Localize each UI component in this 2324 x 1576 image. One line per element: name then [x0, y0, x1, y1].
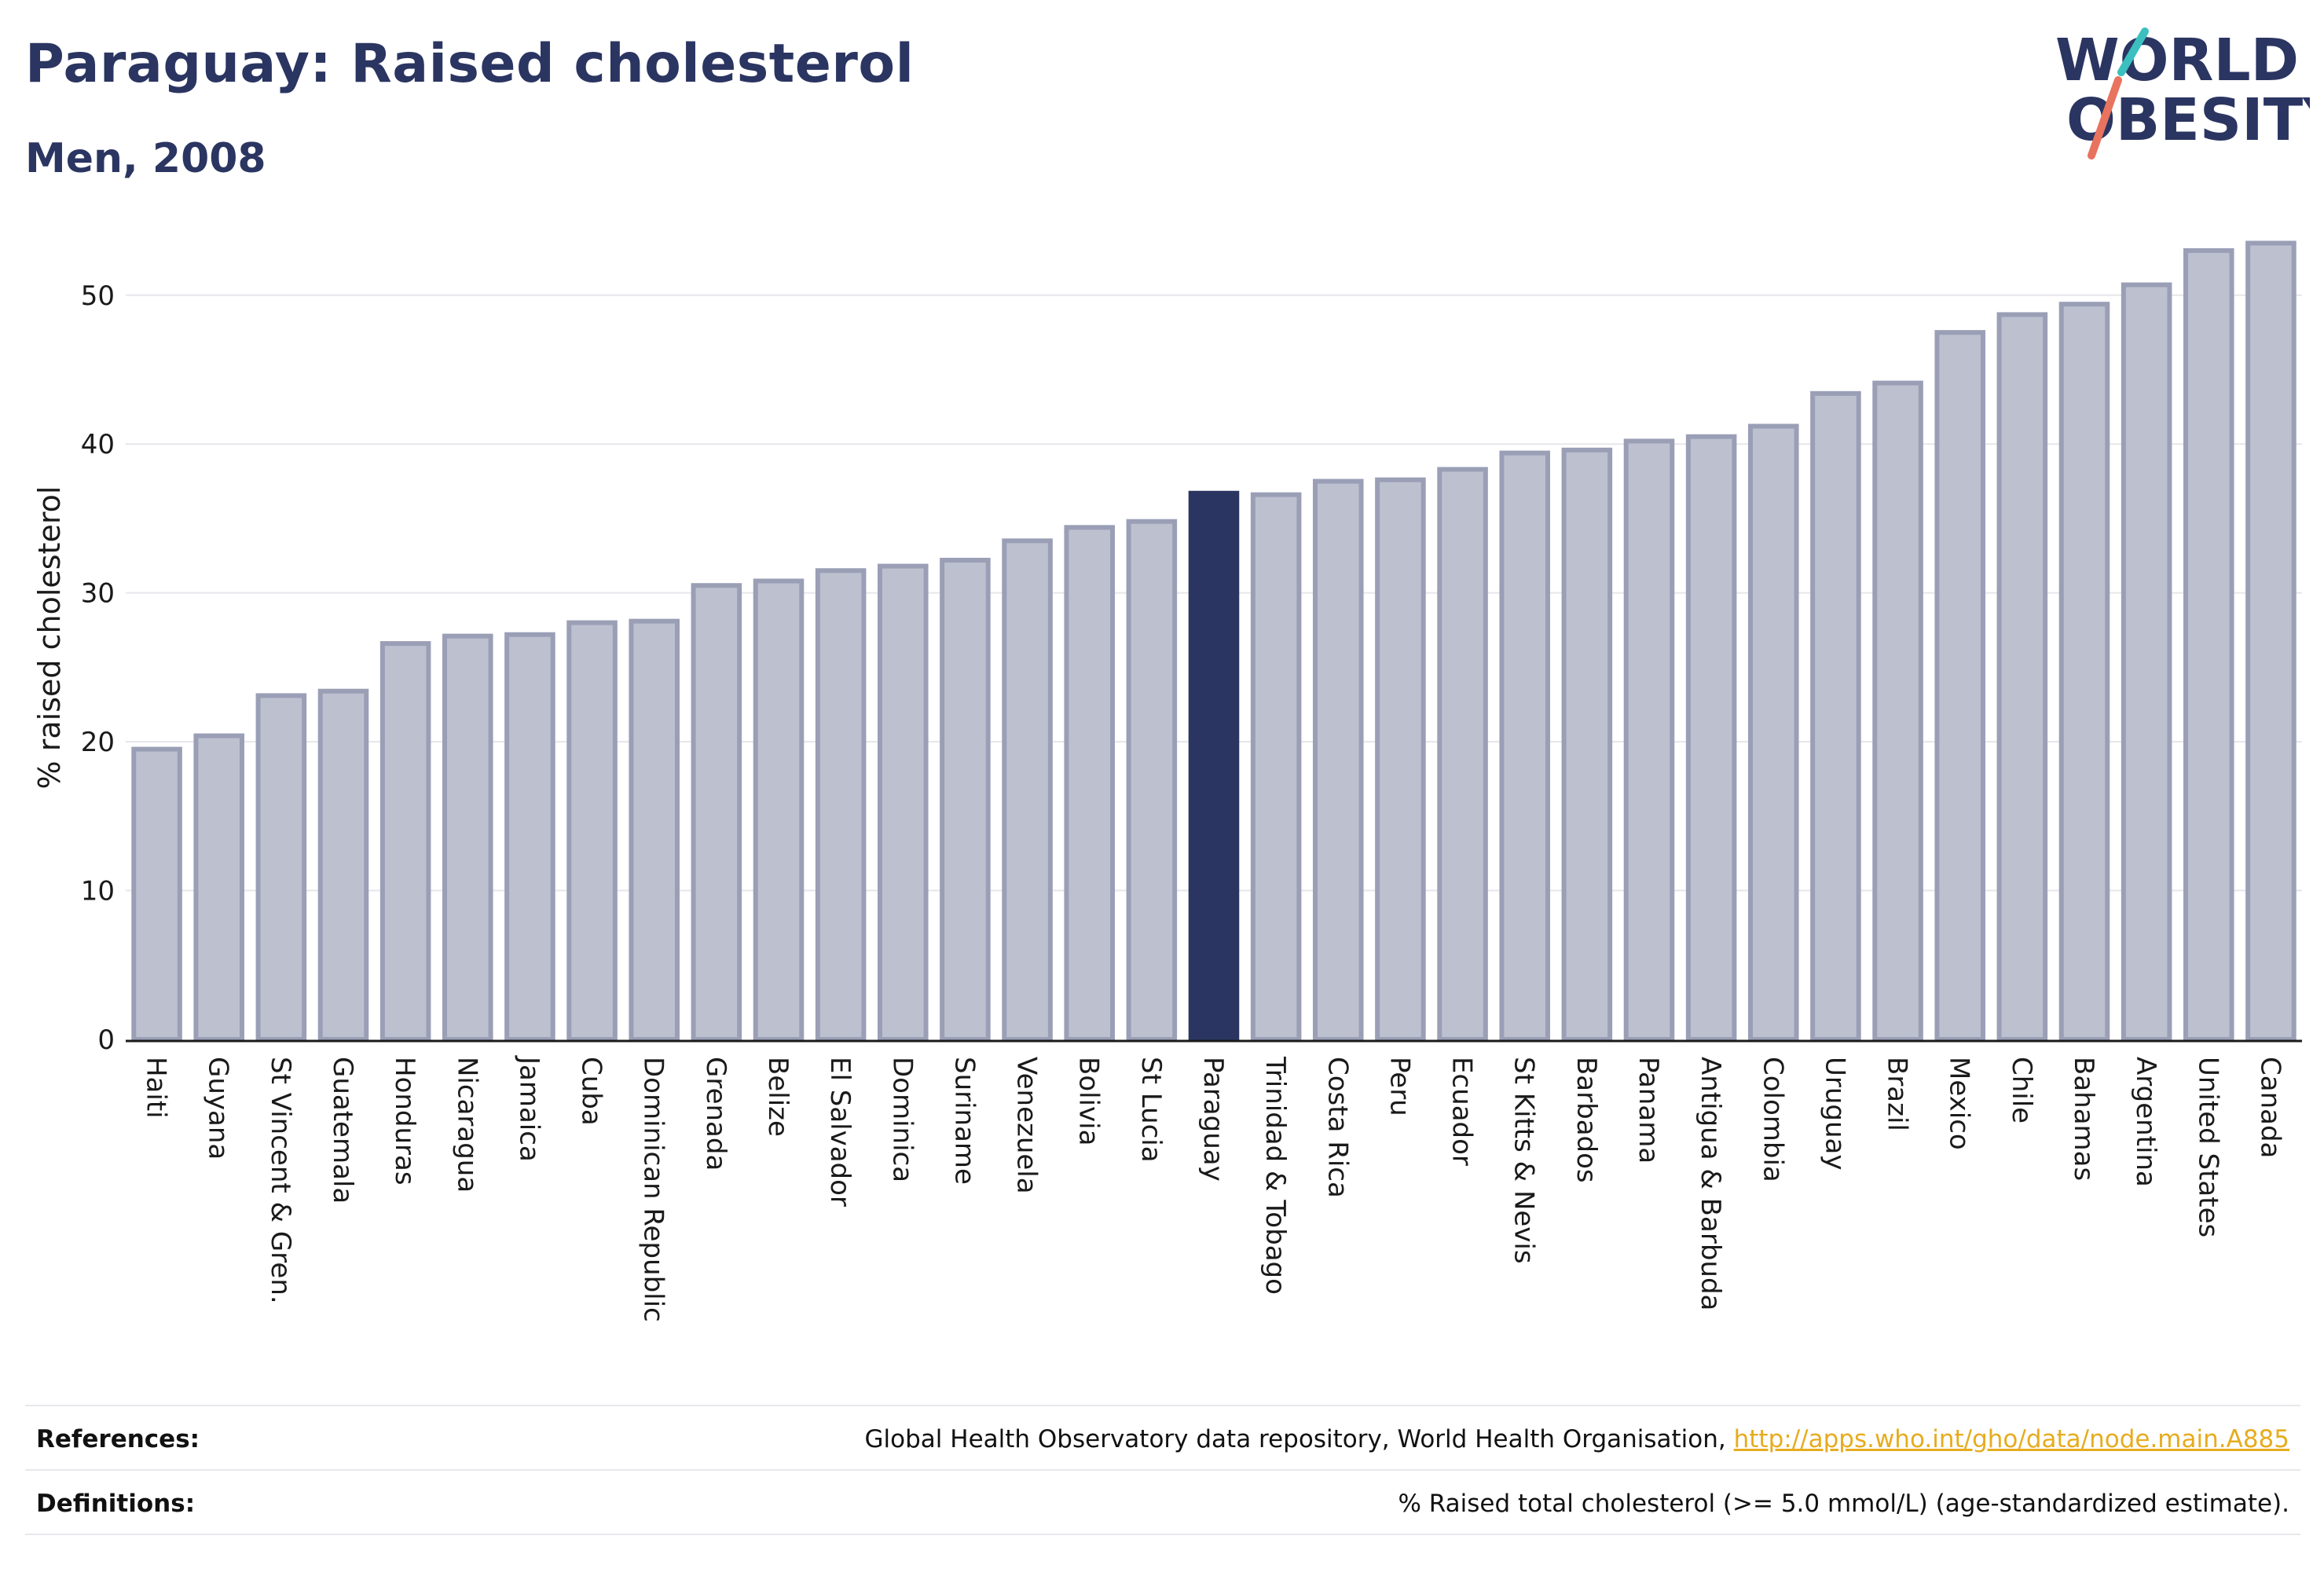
bar: [691, 583, 742, 1042]
references-row: References: Global Health Observatory da…: [25, 1405, 2300, 1471]
x-category-label: Barbados: [1571, 1057, 1602, 1183]
x-category-label: United States: [2192, 1057, 2223, 1237]
x-category-label: Haiti: [141, 1057, 172, 1119]
bar: [566, 620, 618, 1042]
bar: [1810, 390, 1861, 1042]
bar: [629, 618, 680, 1042]
bar: [1375, 477, 1426, 1042]
bar: [2183, 247, 2234, 1042]
bar: [878, 563, 929, 1042]
references-label: References:: [36, 1425, 200, 1453]
x-category-labels: Haiti Guyana St Vincent & Gren. Guatemala Ho…: [141, 1055, 2286, 1322]
x-category-label: Chile: [2006, 1057, 2037, 1123]
x-category-label: St Vincent & Gren.: [265, 1057, 296, 1304]
bar: [1437, 467, 1488, 1042]
x-category-label: Panama: [1633, 1057, 1664, 1164]
x-category-label: Cuba: [576, 1057, 607, 1126]
x-category-label: Peru: [1384, 1057, 1415, 1116]
bar: [379, 641, 431, 1042]
bar: [1313, 478, 1364, 1042]
x-category-label: Belize: [762, 1057, 794, 1137]
y-tick-label: 10: [81, 876, 115, 907]
bar: [1126, 519, 1178, 1042]
x-category-label: Brazil: [1882, 1057, 1913, 1131]
bar: [442, 633, 493, 1042]
x-category-label: Guyana: [203, 1057, 234, 1160]
x-category-label: Colombia: [1757, 1057, 1788, 1182]
x-category-label: Dominican Republic: [638, 1057, 669, 1322]
x-category-label: Mexico: [1944, 1057, 1975, 1150]
bar: [1748, 423, 1799, 1042]
bars: [131, 240, 2297, 1043]
references-link[interactable]: http://apps.who.int/gho/data/node.main.A…: [1733, 1425, 2289, 1453]
definitions-row: Definitions: % Raised total cholesterol …: [25, 1469, 2300, 1535]
x-category-label: Bahamas: [2068, 1057, 2099, 1181]
bar: [753, 578, 805, 1042]
y-tick-label: 0: [97, 1024, 115, 1056]
bar: [1064, 525, 1115, 1042]
x-category-label: Honduras: [389, 1057, 420, 1186]
bar: [1685, 434, 1737, 1042]
bar: [317, 688, 369, 1042]
x-category-label: Antigua & Barbuda: [1695, 1057, 1726, 1310]
x-category-label: Grenada: [700, 1057, 731, 1171]
bar: [2121, 282, 2172, 1042]
x-category-label: Guatemala: [327, 1057, 358, 1204]
bar: [255, 693, 307, 1043]
x-category-label: Trinidad & Tobago: [1259, 1056, 1291, 1295]
x-category-label: Paraguay: [1197, 1057, 1229, 1182]
x-category-label: St Lucia: [1135, 1057, 1167, 1163]
references-value: Global Health Observatory data repositor…: [865, 1425, 2289, 1453]
chart-subtitle: Men, 2008: [25, 135, 266, 182]
y-tick-labels: 0 10 20 30 40 50: [81, 280, 115, 1056]
bar: [1934, 330, 1985, 1042]
bar: [940, 557, 991, 1042]
y-tick-label: 40: [81, 429, 115, 460]
x-category-label: El Salvador: [824, 1057, 856, 1207]
x-category-label: Canada: [2254, 1057, 2286, 1158]
x-category-label: Venezuela: [1011, 1057, 1043, 1194]
y-axis-title: % raised cholesterol: [32, 486, 67, 790]
definitions-label: Definitions:: [36, 1490, 196, 1518]
x-category-label: Bolivia: [1073, 1057, 1105, 1145]
chart-title: Paraguay: Raised cholesterol: [25, 33, 915, 95]
bar: [815, 568, 867, 1042]
bar: [1499, 450, 1550, 1042]
bar: [1872, 380, 1923, 1042]
bar: [1561, 447, 1613, 1042]
x-category-label: Argentina: [2130, 1057, 2161, 1187]
references-text: Global Health Observatory data repositor…: [864, 1425, 1734, 1453]
bar: [1623, 438, 1675, 1042]
footer-divider: [25, 1534, 2300, 1535]
bar: [1002, 538, 1053, 1042]
y-tick-label: 30: [81, 578, 115, 610]
y-tick-label: 20: [81, 727, 115, 758]
x-category-label: Dominica: [886, 1057, 918, 1182]
bar: [131, 746, 182, 1042]
x-category-label: St Kitts & Nevis: [1508, 1057, 1540, 1264]
x-category-label: Ecuador: [1446, 1057, 1478, 1166]
logo-coral-slash: [2088, 76, 2122, 159]
bar-highlight: [1188, 490, 1240, 1042]
x-category-label: Nicaragua: [451, 1057, 482, 1193]
x-category-label: Suriname: [948, 1057, 980, 1185]
x-category-label: Jamaica: [513, 1055, 544, 1162]
bar: [504, 632, 555, 1042]
world-obesity-logo: WORLD OBESITY: [2055, 27, 2310, 159]
bar: [2058, 302, 2110, 1042]
bar: [2245, 240, 2297, 1042]
bar: [1996, 312, 2048, 1042]
bar: [193, 733, 244, 1042]
bar-chart: 0 10 20 30 40 50 Haiti Guyana St Vincent & Gren…: [32, 240, 2302, 1322]
x-category-label: Uruguay: [1819, 1057, 1850, 1171]
bar: [1250, 492, 1302, 1042]
x-category-label: Costa Rica: [1321, 1057, 1353, 1198]
definitions-text: % Raised total cholesterol (>= 5.0 mmol/…: [1398, 1490, 2289, 1518]
logo-teal-slash: [2117, 27, 2149, 76]
y-tick-label: 50: [81, 280, 115, 312]
logo-line-1: WORLD: [2055, 27, 2299, 94]
